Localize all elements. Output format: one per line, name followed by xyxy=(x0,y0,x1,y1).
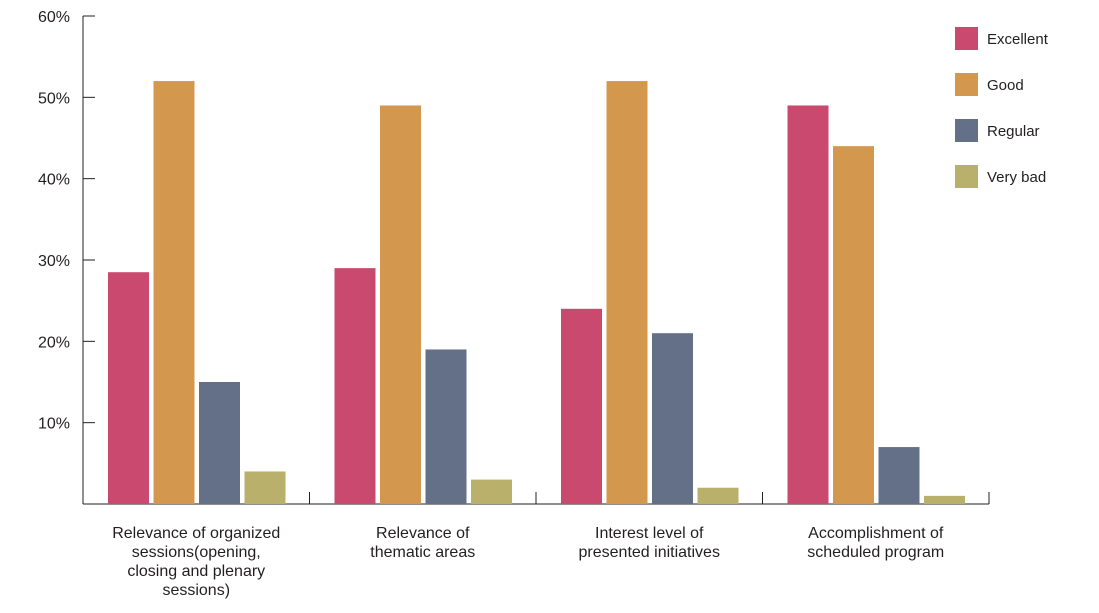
legend-swatch xyxy=(955,73,978,96)
x-category-label-line: scheduled program xyxy=(807,544,944,561)
bar-very-bad xyxy=(471,479,512,504)
legend-label: Good xyxy=(987,77,1024,94)
bar-excellent xyxy=(334,268,376,504)
chart-legend: Excellent Good Regular Very bad xyxy=(955,27,1049,188)
x-category-label: Interest level of presented initiatives xyxy=(579,525,720,561)
bar-very-bad xyxy=(697,487,739,504)
chart-bars xyxy=(108,81,965,505)
y-tick-label: 10% xyxy=(38,416,70,433)
bar-good xyxy=(153,81,195,505)
x-category-label-line: Interest level of xyxy=(595,525,704,542)
legend-label: Regular xyxy=(987,123,1040,140)
y-axis-tick-labels: 10% 20% 30% 40% 50% 60% xyxy=(38,9,70,433)
x-category-label-line: Accomplishment of xyxy=(808,525,944,542)
y-tick-label: 50% xyxy=(38,90,70,107)
x-category-label: Accomplishment of scheduled program xyxy=(807,525,944,561)
x-category-label-line: closing and plenary xyxy=(127,563,265,580)
legend-label: Excellent xyxy=(987,31,1049,48)
bar-regular xyxy=(199,382,240,504)
y-tick-label: 60% xyxy=(38,9,70,26)
x-category-label: Relevance of organized sessions(opening, c… xyxy=(112,525,280,599)
x-category-label: Relevance of thematic areas xyxy=(370,525,475,561)
legend-swatch xyxy=(955,165,978,188)
y-tick-label: 40% xyxy=(38,172,70,189)
bar-good xyxy=(380,105,421,504)
legend-swatch xyxy=(955,119,978,142)
x-category-label-line: sessions) xyxy=(162,582,230,599)
bar-regular xyxy=(652,333,693,504)
y-tick-label: 30% xyxy=(38,253,70,270)
bar-very-bad xyxy=(244,471,286,504)
x-category-label-line: sessions(opening, xyxy=(132,544,261,561)
x-axis-category-labels: Relevance of organized sessions(opening, c… xyxy=(112,525,944,599)
bar-excellent xyxy=(561,308,602,504)
bar-excellent xyxy=(108,272,149,504)
x-category-label-line: Relevance of organized xyxy=(112,525,280,542)
bar-excellent xyxy=(787,105,829,504)
legend-swatch xyxy=(955,27,978,50)
bar-good xyxy=(606,81,648,505)
bar-good xyxy=(833,146,874,504)
bar-regular xyxy=(425,349,467,504)
legend-label: Very bad xyxy=(987,169,1046,186)
x-category-label-line: Relevance of xyxy=(376,525,470,542)
bar-regular xyxy=(878,447,920,504)
x-category-label-line: thematic areas xyxy=(370,544,475,561)
x-category-label-line: presented initiatives xyxy=(579,544,720,561)
bar-very-bad xyxy=(924,495,965,504)
y-tick-label: 20% xyxy=(38,334,70,351)
